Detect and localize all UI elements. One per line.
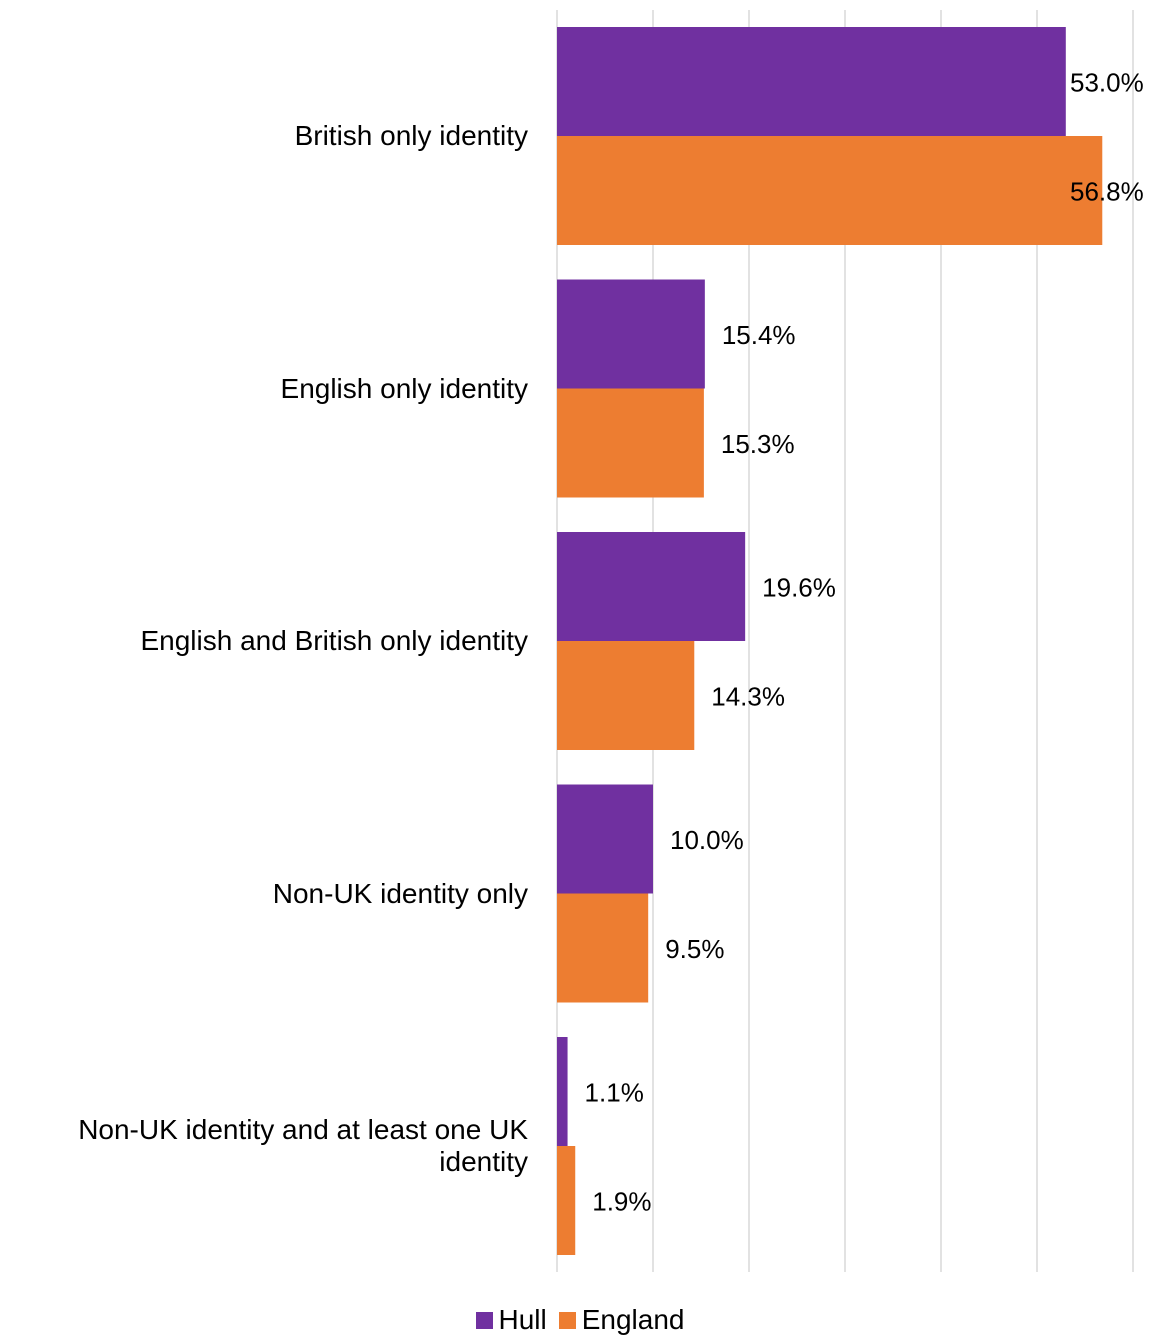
category-label: Non-UK identity only: [272, 877, 528, 909]
legend-swatch-hull: [475, 1311, 493, 1329]
bar-hull: [557, 1037, 568, 1146]
legend: Hull England: [0, 1304, 1160, 1336]
bar-england: [557, 893, 649, 1003]
bar-hull: [557, 27, 1066, 136]
bar-hull: [557, 532, 746, 641]
legend-item-hull: Hull: [475, 1304, 547, 1336]
data-label-england: 1.9%: [592, 1187, 651, 1217]
legend-label-england: England: [581, 1304, 685, 1335]
data-label-hull: 1.1%: [585, 1078, 644, 1108]
data-label-england: 9.5%: [665, 934, 724, 964]
category-label: British only identity: [294, 120, 528, 151]
bar-england: [557, 641, 695, 750]
data-label-hull: 15.4%: [722, 320, 796, 350]
legend-label-hull: Hull: [498, 1304, 547, 1335]
legend-swatch-england: [558, 1311, 576, 1329]
bar-hull: [557, 279, 705, 389]
data-label-hull: 10.0%: [670, 825, 744, 855]
legend-item-england: England: [558, 1304, 685, 1336]
category-label: Non-UK identity and at least one UK iden…: [78, 1114, 528, 1177]
data-label-england: 14.3%: [711, 682, 785, 712]
data-label-hull: 53.0%: [1070, 68, 1144, 98]
bar-england: [557, 136, 1103, 245]
bar-england: [557, 1146, 576, 1255]
data-label-england: 56.8%: [1070, 177, 1144, 207]
category-label: English and British only identity: [140, 625, 528, 656]
bar-hull: [557, 784, 653, 894]
data-label-hull: 19.6%: [762, 573, 836, 603]
category-label: English only identity: [280, 372, 528, 404]
bar-england: [557, 388, 704, 498]
data-label-england: 15.3%: [721, 429, 795, 459]
